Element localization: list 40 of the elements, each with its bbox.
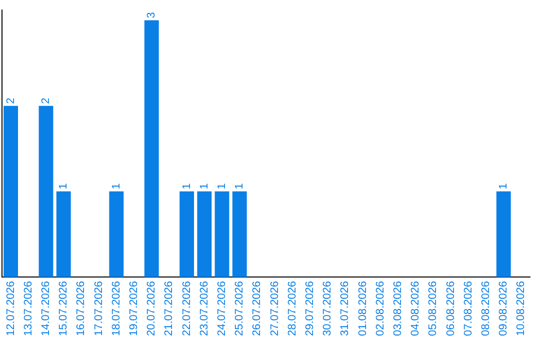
x-tick-label: 08.08.2026 — [480, 280, 492, 336]
x-tick-label: 03.08.2026 — [392, 280, 404, 336]
x-tick-label: 16.07.2026 — [75, 280, 88, 336]
x-tick-label: 15.07.2026 — [58, 280, 70, 336]
x-tick-label: 30.07.2026 — [322, 280, 334, 336]
x-tick-label: 22.07.2026 — [180, 280, 193, 336]
x-tick-label: 29.07.2026 — [304, 280, 316, 336]
x-tick-label: 21.07.2026 — [163, 280, 176, 336]
data-label: 2 — [4, 98, 17, 104]
x-tick-label: 18.07.2026 — [110, 280, 122, 336]
x-tick-label: 20.07.2026 — [146, 280, 158, 336]
x-tick-label: 10.08.2026 — [515, 280, 528, 336]
x-tick-label: 26.07.2026 — [251, 280, 264, 336]
x-tick-label: 31.07.2026 — [339, 280, 352, 336]
data-label: 1 — [180, 183, 193, 190]
x-tick-label: 02.08.2026 — [374, 280, 386, 336]
x-tick-label: 28.07.2026 — [286, 280, 298, 336]
x-tick-label: 25.07.2026 — [234, 280, 246, 336]
x-tick-label: 17.07.2026 — [92, 280, 105, 336]
x-tick-label: 01.08.2026 — [356, 280, 369, 336]
x-tick-label: 04.08.2026 — [410, 280, 422, 336]
x-tick-label: 05.08.2026 — [427, 280, 440, 336]
data-label: 3 — [146, 12, 158, 18]
x-tick-label: 06.08.2026 — [444, 280, 457, 336]
x-tick-label: 07.08.2026 — [462, 280, 474, 336]
x-tick-label: 14.07.2026 — [40, 280, 52, 336]
x-tick-label: 23.07.2026 — [198, 280, 210, 336]
data-label: 1 — [58, 183, 70, 190]
x-tick-label: 27.07.2026 — [268, 280, 281, 336]
data-label: 1 — [216, 183, 228, 190]
data-label: 1 — [234, 183, 246, 190]
x-tick-label: 09.08.2026 — [498, 280, 510, 336]
x-tick-label: 13.07.2026 — [22, 280, 34, 336]
x-tick-label: 19.07.2026 — [128, 280, 140, 336]
data-label: 1 — [198, 183, 210, 190]
x-tick-label: 24.07.2026 — [216, 280, 228, 336]
data-label: 2 — [40, 98, 52, 104]
data-label: 1 — [110, 183, 122, 190]
x-tick-label: 12.07.2026 — [4, 280, 17, 336]
data-label: 1 — [498, 183, 510, 190]
